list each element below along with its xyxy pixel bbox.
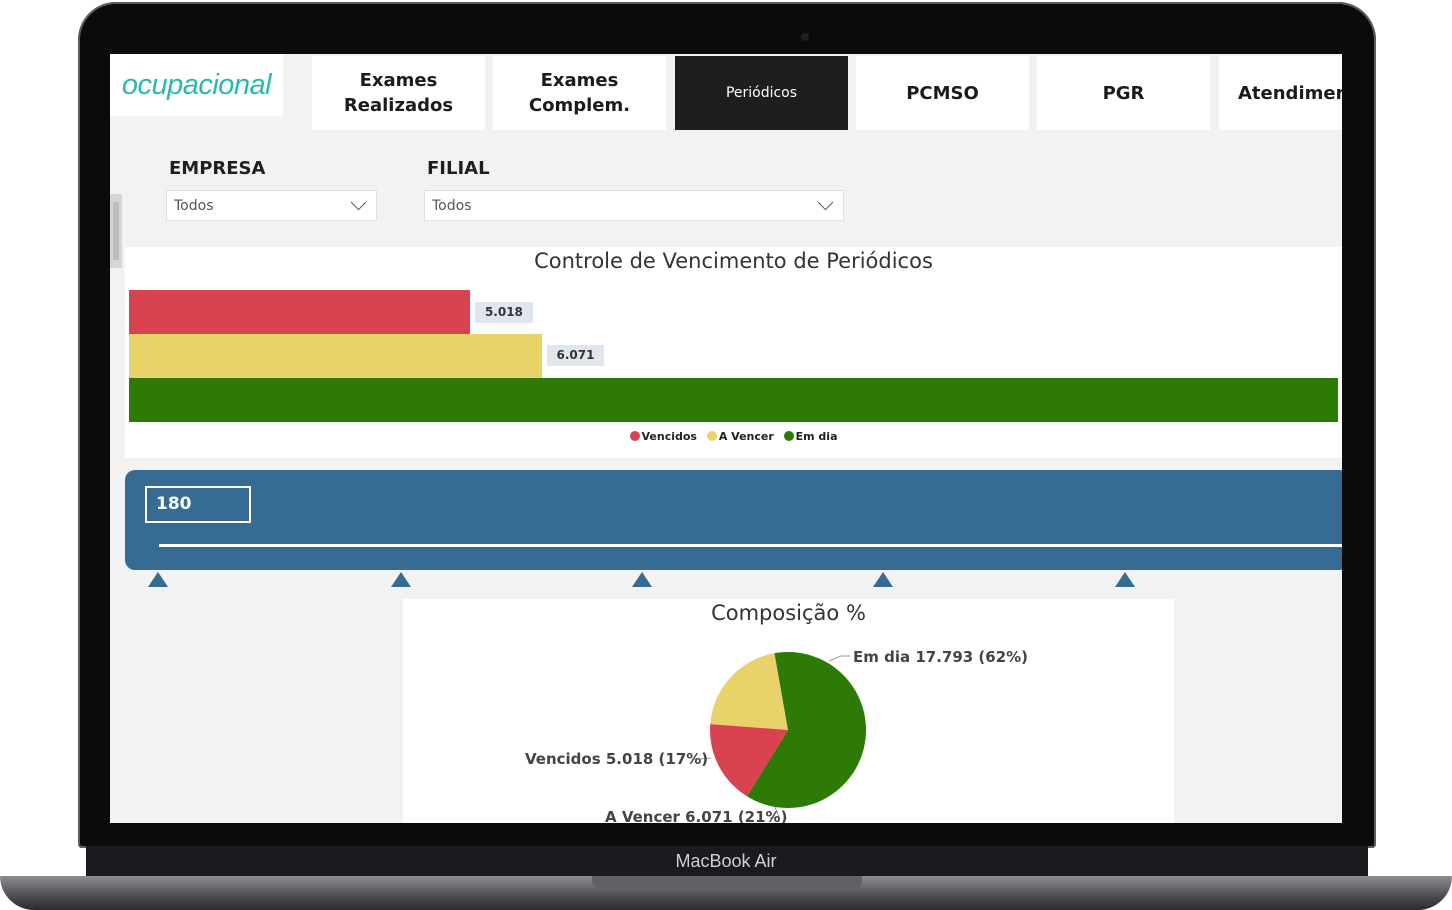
chevron-down-icon [350, 194, 367, 211]
slider-tick-marker[interactable] [148, 572, 168, 587]
laptop-notch [592, 876, 862, 890]
legend-dot-a-vencer [706, 431, 717, 441]
chevron-down-icon [817, 194, 834, 211]
slider-tick-marker[interactable] [1115, 572, 1135, 587]
bar-vencidos[interactable] [129, 290, 470, 334]
legend-item-vencidos[interactable]: Vencidos [629, 430, 697, 443]
empresa-selected-value: Todos [174, 198, 214, 214]
legend-label-a-vencer: A Vencer [718, 430, 774, 443]
app-logo[interactable]: ocupacional [110, 54, 283, 116]
dashboard-screen: ocupacional Exames Realizados Exames Com… [110, 54, 1342, 823]
bar-chart-title: Controle de Vencimento de Periódicos [534, 249, 933, 273]
empresa-filter-label: EMPRESA [169, 158, 266, 179]
camera-dot [801, 33, 809, 41]
legend-label-vencidos: Vencidos [641, 430, 697, 443]
pie-label-a-vencer: A Vencer 6.071 (21%) [605, 808, 788, 823]
tab-periodicos[interactable]: Periódicos [675, 56, 848, 130]
scrollbar-thumb[interactable] [113, 202, 119, 260]
tab-exames-realizados[interactable]: Exames Realizados [312, 56, 485, 130]
tab-pgr[interactable]: PGR [1037, 56, 1210, 130]
pie-label-vencidos: Vencidos 5.018 (17%) [525, 750, 709, 768]
days-slider-panel: 180 [125, 470, 1342, 570]
bar-chart-legend: Vencidos A Vencer Em dia [125, 430, 1342, 443]
tab-exames-complementares[interactable]: Exames Complem. [493, 56, 666, 130]
filial-filter-label: FILIAL [427, 158, 490, 179]
slider-tick-marker[interactable] [632, 572, 652, 587]
days-value-input[interactable]: 180 [145, 486, 251, 523]
pie-slice-a-vencer[interactable] [710, 653, 788, 730]
bar-chart-panel: Controle de Vencimento de Periódicos 5.0… [125, 247, 1342, 458]
bar-value-label-a-vencer: 6.071 [546, 345, 605, 366]
pie-chart-title: Composição % [711, 601, 866, 625]
logo-text: ocupacional [121, 68, 272, 101]
pie-chart [692, 652, 866, 819]
legend-dot-em-dia [783, 431, 794, 441]
bar-em-dia[interactable] [129, 378, 1338, 422]
empresa-dropdown[interactable]: Todos [166, 190, 377, 221]
tab-atendimentos[interactable]: Atendimen [1219, 56, 1342, 130]
filial-dropdown[interactable]: Todos [424, 190, 844, 221]
filial-selected-value: Todos [432, 198, 472, 214]
legend-dot-vencidos [629, 431, 640, 441]
device-brand-label: MacBook Air [675, 851, 777, 871]
pie-slice-vencidos[interactable] [710, 724, 788, 797]
laptop-hinge [86, 846, 1368, 878]
tab-pcmso[interactable]: PCMSO [856, 56, 1029, 130]
legend-item-em-dia[interactable]: Em dia [783, 430, 838, 443]
pie-label-em-dia: Em dia 17.793 (62%) [853, 648, 1029, 666]
slider-track[interactable] [159, 544, 1342, 547]
vertical-scrollbar[interactable] [110, 194, 122, 268]
bar-a-vencer[interactable] [129, 334, 542, 378]
bar-value-label-vencidos: 5.018 [474, 302, 533, 323]
pie-chart-panel: Composição % Em dia 17.793 (62%) Vencido… [403, 599, 1174, 823]
legend-item-a-vencer[interactable]: A Vencer [706, 430, 774, 443]
slider-tick-marker[interactable] [391, 572, 411, 587]
slider-tick-marker[interactable] [873, 572, 893, 587]
legend-label-em-dia: Em dia [795, 430, 838, 443]
pie-slice-em-dia[interactable] [746, 652, 866, 808]
